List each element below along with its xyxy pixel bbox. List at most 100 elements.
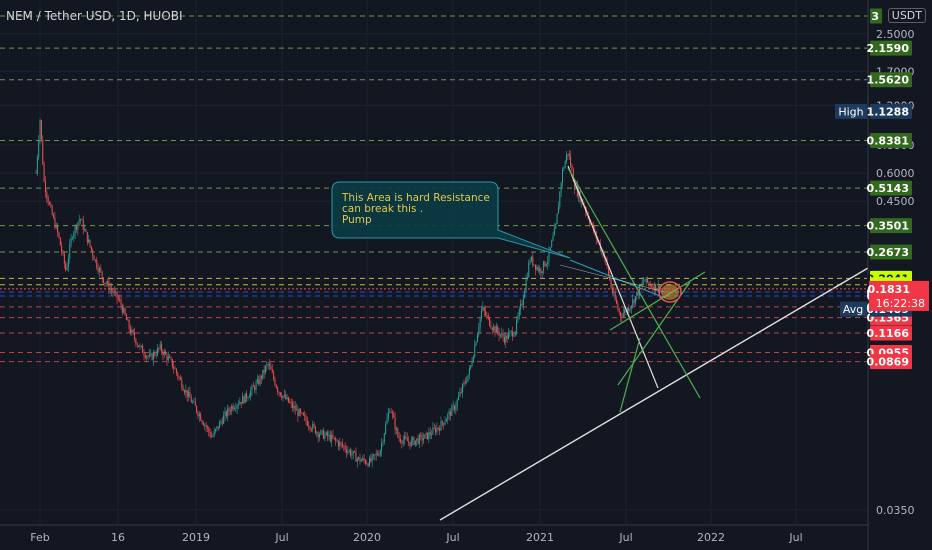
candle-body	[359, 457, 361, 462]
candle-body	[356, 458, 358, 462]
candle-body	[61, 245, 63, 252]
candle-body	[397, 428, 399, 437]
candle-body	[76, 225, 77, 230]
high-label-text: High	[838, 105, 863, 118]
candle-body	[414, 440, 416, 445]
candle-body	[406, 438, 408, 442]
candle-body	[568, 153, 570, 157]
candle-body	[144, 355, 146, 358]
candle-body	[572, 169, 574, 182]
candle-body	[206, 427, 208, 428]
candle-body	[516, 319, 518, 332]
callout-box	[331, 181, 571, 259]
candle-body	[360, 460, 362, 462]
candle-body	[225, 411, 227, 417]
price-tag	[870, 8, 882, 24]
candle-body	[143, 353, 145, 356]
candle-body	[139, 345, 141, 347]
candle-body	[305, 416, 307, 421]
candle-body	[159, 344, 161, 349]
candle-body	[529, 260, 531, 264]
candle-body	[505, 335, 507, 343]
resistance-circle-fill	[661, 284, 679, 300]
candle-body	[193, 401, 195, 403]
candle-body	[512, 331, 514, 337]
candle-body	[641, 282, 643, 286]
high-price-tag	[870, 103, 912, 119]
candle-body	[216, 426, 218, 430]
candle-body	[194, 401, 196, 407]
currency-button[interactable]: USDT	[887, 8, 926, 23]
candle-body	[385, 424, 387, 434]
candle-body	[432, 427, 434, 435]
candle-body	[437, 427, 439, 429]
candle-body	[121, 305, 123, 313]
x-tick-label: 2020	[353, 531, 381, 544]
candle-body	[150, 353, 152, 355]
candle-body	[147, 356, 149, 358]
candle-body	[161, 344, 163, 352]
candle-body	[398, 436, 400, 439]
candle-body	[205, 425, 207, 428]
candle-body	[269, 363, 271, 366]
candle-body	[551, 240, 553, 248]
candle-body	[601, 250, 603, 252]
candle-body	[294, 406, 296, 411]
candle-body	[479, 317, 481, 328]
candle-body	[73, 233, 75, 238]
candle-body	[625, 309, 627, 313]
candle-body	[611, 287, 613, 293]
candle-body	[528, 263, 530, 277]
candle-body	[286, 397, 288, 400]
candle-body	[350, 450, 352, 456]
candle-body	[233, 408, 235, 410]
candle-body	[128, 320, 130, 329]
candle-body	[563, 168, 565, 170]
candle-body	[331, 434, 333, 442]
candle-body	[332, 434, 334, 438]
candle-body	[224, 411, 226, 416]
candle-body	[197, 412, 199, 417]
candle-body	[374, 454, 376, 456]
candle-body	[355, 452, 357, 462]
candle-body	[174, 368, 176, 370]
candle-body	[632, 299, 634, 306]
candle-body	[227, 408, 229, 417]
x-tick-label: Jul	[445, 531, 459, 544]
candle-body	[566, 155, 568, 162]
candle-body	[158, 348, 160, 349]
candle-body	[201, 420, 203, 423]
candle-body	[622, 312, 624, 317]
horizontal-levels	[0, 15, 868, 363]
candle-body	[346, 449, 347, 453]
candle-body	[620, 312, 622, 317]
candle-body	[259, 376, 261, 385]
candle-body	[154, 352, 156, 356]
candle-body	[179, 377, 181, 380]
candle-body	[146, 356, 148, 358]
candle-body	[481, 310, 482, 318]
candle-body	[166, 354, 168, 361]
candle-body	[173, 366, 175, 369]
candle-body	[343, 445, 345, 447]
candle-body	[335, 438, 337, 441]
candle-body	[116, 291, 118, 299]
candle-body	[92, 249, 94, 256]
candle-body	[624, 309, 626, 313]
candle-body	[204, 425, 206, 426]
price-tag-text: 0.8381	[867, 134, 909, 147]
candle-body	[84, 229, 86, 231]
candle-body	[298, 409, 300, 416]
candle-body	[393, 413, 395, 418]
candle-body	[213, 431, 215, 436]
candle-body	[390, 411, 392, 413]
candle-body	[657, 285, 659, 290]
candle-body	[381, 443, 383, 451]
candle-body	[371, 455, 373, 462]
candle-body	[533, 264, 535, 266]
candle-body	[135, 338, 137, 345]
candle-body	[454, 405, 455, 411]
candle-body	[629, 308, 631, 312]
